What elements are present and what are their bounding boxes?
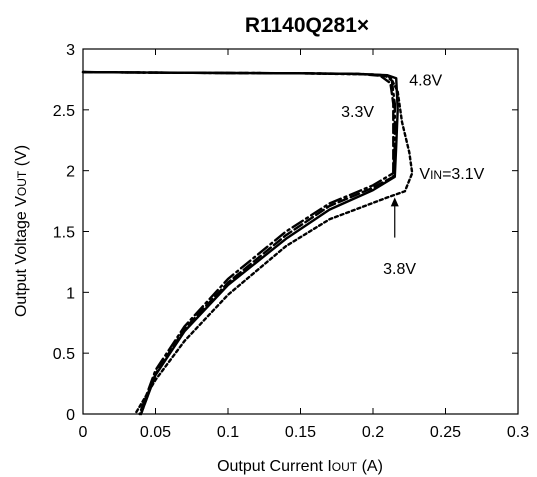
annotation-label-4: 3.8V	[383, 261, 416, 278]
annotation-bg	[417, 166, 487, 184]
y-tick-label: 1.5	[53, 225, 75, 242]
annotation-label-1: 4.8V	[409, 72, 442, 89]
y-tick-label: 0	[66, 407, 75, 424]
x-tick-label: 0.3	[507, 424, 529, 441]
annotation-label-2: 3.3V	[341, 104, 374, 121]
series-line-4	[81, 70, 414, 416]
y-axis-ticks: 0 0.5 1 1.5 2 2.5 3	[53, 42, 518, 424]
x-tick-label: 0.2	[362, 424, 384, 441]
x-axis-label: Output Current IOUT (A)	[217, 458, 383, 475]
annotation-arrow	[390, 197, 399, 207]
x-axis-ticks: 0 0.05 0.1 0.15 0.2 0.25 0.3	[79, 49, 529, 441]
y-axis-label: Output Voltage VOUT (V)	[13, 145, 30, 317]
x-tick-label: 0.25	[430, 424, 461, 441]
x-tick-label: 0.1	[217, 424, 239, 441]
x-tick-label: 0	[79, 424, 88, 441]
chart-title: R1140Q281×	[245, 14, 369, 37]
y-tick-label: 2.5	[53, 103, 75, 120]
annotation-bg	[339, 104, 377, 122]
series-line-2	[81, 70, 395, 416]
y-tick-label: 2	[66, 164, 75, 181]
annotation-bg	[407, 72, 445, 90]
x-tick-label: 0.15	[285, 424, 316, 441]
y-tick-label: 1	[66, 285, 75, 302]
annotation-bg	[381, 261, 419, 278]
series-line-3	[81, 70, 396, 416]
annotation-layer: 4.8V 3.3V VIN=3.1V 3.8V	[339, 72, 487, 278]
series-line-1	[81, 70, 399, 416]
annotation-label-3: VIN=3.1V	[419, 166, 484, 183]
x-tick-label: 0.05	[140, 424, 171, 441]
series-layer	[81, 70, 414, 416]
plot-frame	[82, 48, 519, 415]
y-tick-label: 3	[66, 42, 75, 59]
y-tick-label: 0.5	[53, 346, 75, 363]
